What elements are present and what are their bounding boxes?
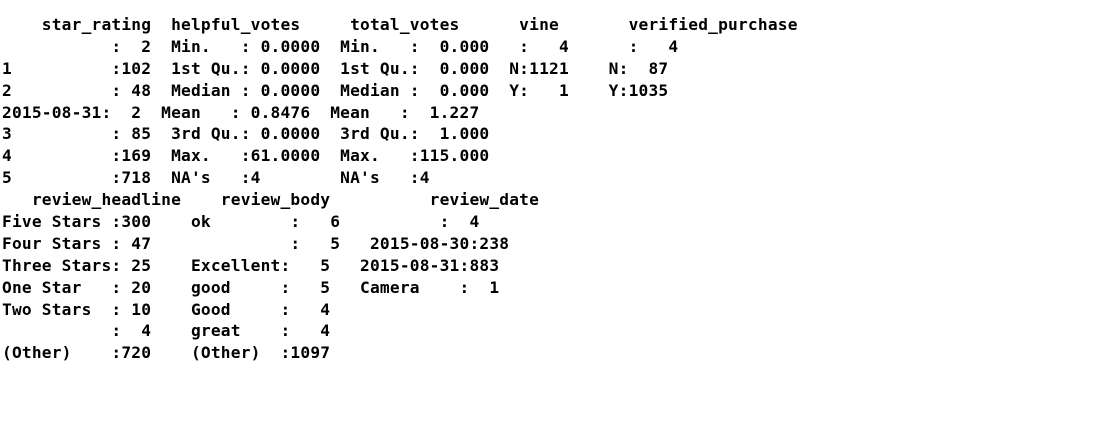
summary-row: : 2 Min. : 0.0000 Min. : 0.000 : 4 : 4 (2, 36, 679, 56)
summary-row: Two Stars : 10 Good : 4 (2, 299, 331, 319)
summary-row: 4 :169 Max. :61.0000 Max. :115.000 (2, 146, 490, 166)
summary-output: star_rating helpful_votes total_votes vi… (2, 14, 798, 364)
summary-row: One Star : 20 good : 5 Camera : 1 (2, 277, 500, 297)
summary-row: 3 : 85 3rd Qu.: 0.0000 3rd Qu.: 1.000 (2, 124, 490, 144)
summary-row: Five Stars :300 ok : 6 : 4 (2, 212, 480, 232)
summary-row: Four Stars : 47 : 5 2015-08-30:238 (2, 233, 510, 253)
summary-row: 2 : 48 Median : 0.0000 Median : 0.000 Y:… (2, 80, 669, 100)
summary-row: Three Stars: 25 Excellent: 5 2015-08-31:… (2, 255, 500, 275)
summary-header-row-2: review_headline review_body review_date (2, 190, 540, 210)
summary-row: (Other) :720 (Other) :1097 (2, 343, 331, 363)
summary-row: : 4 great : 4 (2, 321, 331, 341)
summary-row: 2015-08-31: 2 Mean : 0.8476 Mean : 1.227 (2, 102, 480, 122)
summary-row: 5 :718 NA's :4 NA's :4 (2, 168, 430, 188)
summary-row: 1 :102 1st Qu.: 0.0000 1st Qu.: 0.000 N:… (2, 58, 669, 78)
summary-header-row-1: star_rating helpful_votes total_votes vi… (2, 15, 798, 34)
